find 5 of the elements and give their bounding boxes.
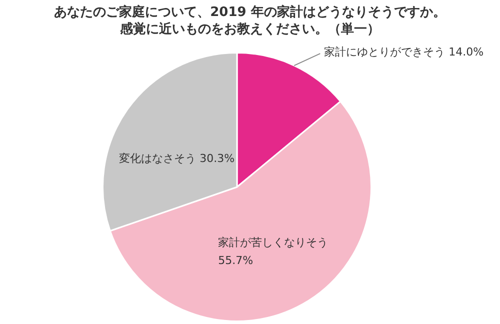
chart-title: あなたのご家庭について、2019 年の家計はどうなりそうですか。感覚に近いものをお教えください。（単一） (53, 4, 447, 38)
slice-label: 家計にゆとりができそう 14.0% (324, 45, 484, 58)
data-label: 55.7% (218, 254, 254, 268)
slice-label: 家計が苦しくなりそう (218, 236, 328, 250)
slice-label: 変化はなさそう 30.3% (119, 152, 235, 166)
